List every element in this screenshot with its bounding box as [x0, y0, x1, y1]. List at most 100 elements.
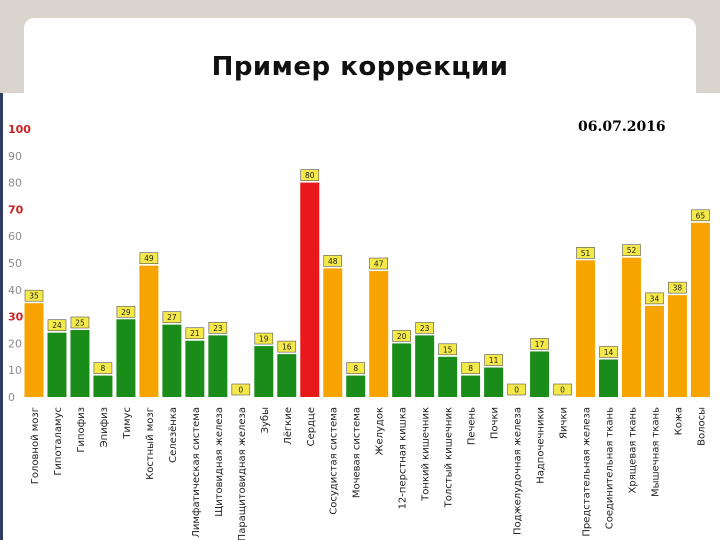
value-label-box — [645, 292, 664, 305]
value-label: 52 — [627, 246, 637, 255]
value-label-box — [576, 247, 595, 259]
x-category-label: Соединительная ткань — [605, 407, 616, 529]
bar — [277, 354, 297, 397]
value-label-box — [24, 289, 44, 302]
y-tick-label: 70 — [8, 203, 24, 216]
x-category-label: Головной мозг — [30, 407, 41, 484]
y-tick-label: 40 — [8, 284, 22, 297]
value-label: 24 — [52, 321, 62, 330]
value-label: 19 — [259, 335, 269, 344]
bar — [162, 324, 182, 397]
bar — [70, 330, 90, 397]
bar — [576, 260, 596, 397]
value-label: 47 — [374, 260, 384, 269]
value-label-box — [668, 281, 687, 294]
bar — [369, 271, 389, 397]
value-label: 23 — [213, 324, 223, 333]
value-label-box — [484, 354, 503, 366]
x-category-label: Сердце — [306, 407, 317, 446]
y-tick-label: 20 — [8, 337, 22, 350]
y-tick-label: 30 — [8, 311, 24, 324]
bar — [93, 375, 113, 397]
value-label-box — [507, 383, 526, 396]
value-label-box — [231, 383, 251, 396]
value-label-box — [622, 244, 641, 256]
value-label-box — [300, 169, 320, 181]
bar — [185, 340, 205, 397]
y-tick-label: 50 — [8, 257, 22, 270]
bar — [323, 268, 343, 397]
value-label-box — [323, 255, 343, 267]
value-label: 8 — [468, 364, 473, 373]
x-category-label: Почки — [490, 407, 501, 439]
value-label-box — [438, 343, 457, 356]
value-label: 27 — [167, 313, 177, 322]
value-label-box — [346, 362, 366, 374]
x-category-label: Гипофиз — [76, 407, 87, 453]
x-axis: Головной мозг Гипоталамус Гипофиз Эпифиз Тим… — [30, 407, 707, 540]
value-label-box — [70, 316, 90, 329]
value-label: 0 — [238, 386, 243, 395]
x-category-label: Волосы — [696, 407, 707, 446]
x-category-label: Тимус — [122, 407, 133, 440]
panel-edge — [0, 93, 3, 540]
bar — [392, 343, 412, 397]
x-category-label: Поджелудочная железа — [513, 407, 524, 535]
x-category-label: Гипоталамус — [53, 407, 64, 476]
value-label-box — [139, 252, 159, 264]
value-label: 11 — [489, 356, 499, 365]
x-category-label: Хрящевая ткань — [627, 407, 638, 494]
bar — [484, 367, 504, 397]
value-label: 65 — [696, 211, 706, 220]
value-label: 51 — [581, 249, 591, 258]
value-label: 14 — [604, 348, 614, 357]
value-labels-group: 35 24 25 8 29 49 27 21 23 0 19 16 80 48 8 47 20 23 15 8 11 0 1… — [24, 169, 710, 396]
x-category-label: Щитовидная железа — [214, 407, 225, 517]
bar — [208, 335, 228, 397]
value-label-box — [47, 319, 67, 331]
value-label: 16 — [282, 343, 292, 352]
bar — [116, 319, 136, 397]
y-tick-label: 10 — [8, 364, 22, 377]
bar — [300, 182, 320, 397]
x-category-label: Лимфатическая система — [191, 407, 202, 538]
value-label: 48 — [328, 257, 338, 266]
value-label-box — [116, 305, 136, 318]
bar — [621, 257, 641, 397]
x-category-label: 12-перстная кишка — [398, 407, 409, 509]
value-label-box — [599, 346, 618, 358]
bar — [438, 356, 458, 397]
value-label: 29 — [121, 308, 131, 317]
value-label-box — [369, 257, 389, 270]
slide-title: Пример коррекции — [211, 52, 509, 82]
x-category-label: Эпифиз — [99, 407, 110, 447]
bar — [346, 375, 366, 397]
value-label-box — [461, 362, 480, 374]
value-label: 34 — [650, 294, 660, 303]
y-tick-label: 0 — [8, 391, 15, 404]
value-label-box — [691, 209, 710, 222]
bar — [690, 222, 710, 397]
x-category-label: Яички — [559, 407, 570, 439]
bar — [667, 295, 687, 397]
x-category-label: Сосудистая система — [329, 407, 340, 515]
value-label: 8 — [101, 364, 106, 373]
x-category-label: Надпочечники — [536, 407, 547, 484]
bar — [254, 346, 274, 397]
value-label: 25 — [75, 319, 85, 328]
value-label-box — [162, 311, 182, 323]
value-label-box — [93, 362, 113, 374]
y-tick-label: 60 — [8, 230, 22, 243]
value-label: 15 — [443, 345, 453, 354]
bar — [139, 265, 159, 397]
x-category-label: Мышечная ткань — [650, 407, 661, 497]
x-category-label: Мочевая система — [352, 407, 363, 498]
x-category-label: Лёгкие — [283, 407, 294, 445]
value-label-box — [530, 338, 549, 350]
x-category-label: Предстательная железа — [582, 407, 593, 537]
value-label: 23 — [420, 324, 430, 333]
x-category-label: Желудок — [375, 407, 386, 455]
bar — [461, 375, 481, 397]
value-label-box — [277, 340, 297, 353]
x-category-label: Костный мозг — [145, 407, 156, 480]
